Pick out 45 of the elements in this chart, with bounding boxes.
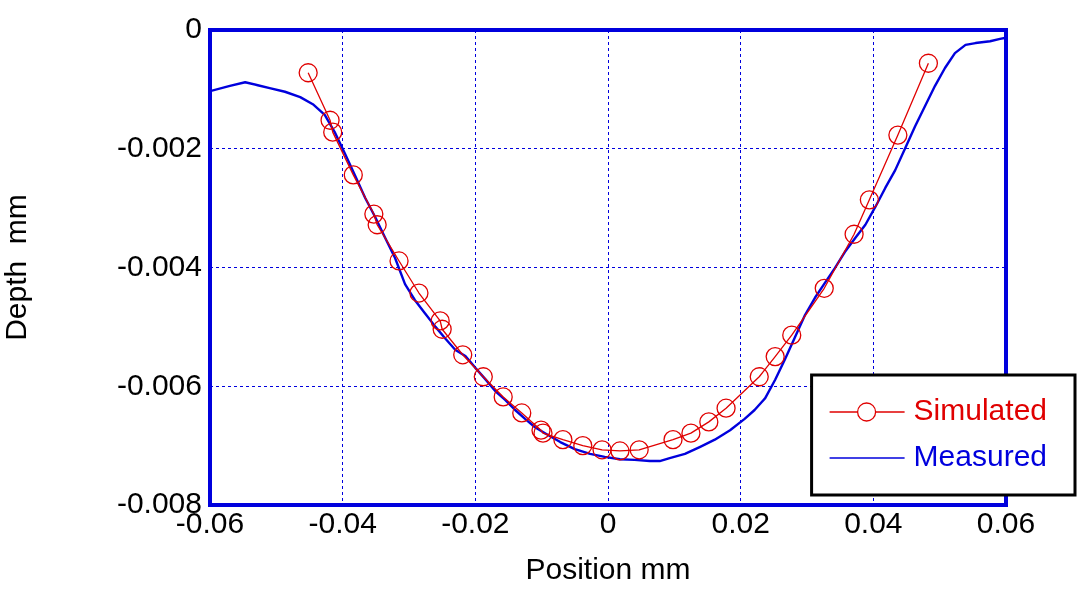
y-tick-label: -0.006 bbox=[116, 367, 202, 401]
point bbox=[493, 387, 513, 407]
x-tick-label: -0.02 bbox=[441, 506, 510, 540]
point bbox=[844, 224, 864, 244]
point bbox=[453, 345, 473, 365]
point bbox=[814, 278, 834, 298]
point bbox=[409, 283, 429, 303]
point bbox=[573, 435, 593, 456]
point bbox=[343, 165, 363, 185]
point bbox=[389, 251, 409, 271]
point bbox=[553, 430, 573, 450]
point bbox=[364, 204, 384, 224]
point bbox=[473, 367, 493, 387]
point bbox=[749, 367, 769, 387]
point bbox=[765, 346, 785, 367]
x-tick-label: 0 bbox=[599, 506, 617, 540]
point bbox=[298, 63, 318, 83]
point bbox=[663, 430, 683, 450]
y-tick-label: 0 bbox=[185, 11, 202, 45]
point bbox=[918, 53, 939, 73]
point bbox=[859, 190, 879, 210]
point bbox=[430, 311, 450, 331]
x-tick-label: 0.04 bbox=[844, 506, 903, 540]
point bbox=[716, 398, 736, 418]
point bbox=[512, 403, 532, 423]
legend-label: Simulated bbox=[913, 393, 1047, 427]
point bbox=[699, 412, 719, 432]
point bbox=[592, 440, 612, 460]
x-tick-label: 0.02 bbox=[711, 506, 770, 540]
y-tick-label: -0.002 bbox=[116, 130, 202, 164]
point bbox=[320, 110, 340, 130]
y-tick-label: -0.004 bbox=[116, 248, 202, 282]
point bbox=[432, 319, 452, 339]
x-axis-title: Position mm bbox=[525, 552, 691, 586]
legend-label: Measured bbox=[913, 439, 1047, 473]
point bbox=[323, 122, 343, 142]
point bbox=[888, 125, 908, 145]
x-tick-label: 0.06 bbox=[976, 506, 1036, 540]
point bbox=[367, 215, 387, 235]
point bbox=[681, 423, 701, 443]
point bbox=[610, 441, 630, 461]
point bbox=[629, 440, 649, 460]
y-axis-title: Depth mm bbox=[0, 194, 33, 341]
x-tick-label: -0.04 bbox=[308, 506, 377, 540]
point bbox=[782, 325, 802, 345]
